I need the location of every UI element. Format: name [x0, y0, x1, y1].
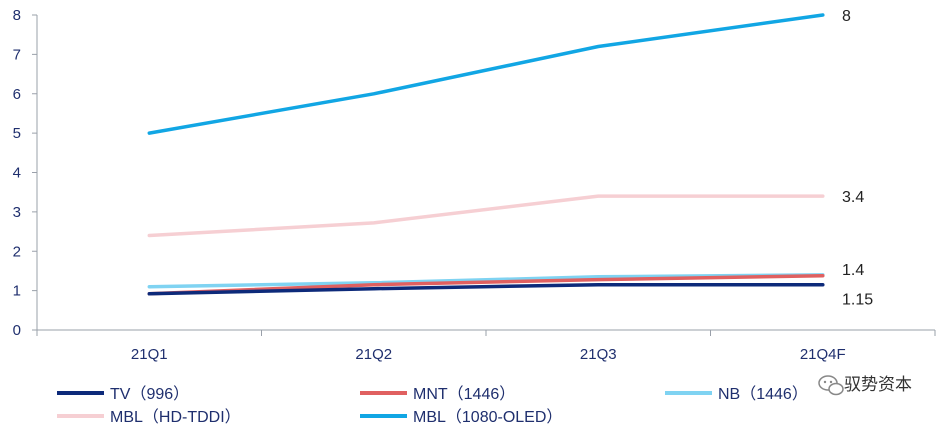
series-line [147, 13, 825, 135]
data-label: 1.15 [842, 292, 873, 309]
x-tick-label: 21Q4F [800, 346, 846, 363]
y-tick-label: 7 [13, 46, 21, 63]
axes: 0 1 2 3 4 5 6 7 8 21Q1 21Q2 21Q3 21Q4F [13, 7, 936, 363]
series-line [147, 282, 825, 296]
legend: TV（996） MNT（1446） NB（1446） MBL（HD-TDDI） MBL（… [57, 385, 808, 426]
series-layer [147, 13, 825, 296]
y-tick-label: 2 [13, 243, 21, 260]
y-tick-label: 3 [13, 204, 21, 221]
y-tick-label: 8 [13, 7, 21, 24]
y-tick-label: 0 [13, 322, 21, 339]
legend-label: TV（996） [110, 385, 189, 403]
legend-label: MBL（HD-TDDI） [110, 408, 241, 426]
series-line [147, 273, 825, 296]
x-tick-label: 21Q2 [355, 346, 392, 363]
x-tick-label: 21Q1 [131, 346, 168, 363]
series-line [147, 273, 825, 289]
wechat-bubble-icon [818, 375, 844, 396]
y-tick-label: 6 [13, 86, 21, 103]
x-tick-label: 21Q3 [580, 346, 617, 363]
legend-label: MBL（1080-OLED） [413, 408, 562, 426]
data-label: 1.4 [842, 262, 864, 279]
y-tick-label: 1 [13, 283, 21, 300]
data-label: 3.4 [842, 189, 864, 206]
watermark-text: 驭势资本 [844, 375, 912, 395]
series-line [147, 194, 825, 238]
y-tick-label: 5 [13, 125, 21, 142]
watermark: 驭势资本 [818, 375, 912, 396]
legend-label: NB（1446） [718, 385, 808, 403]
end-labels: 1.15 1.4 3.4 8 [842, 8, 873, 309]
legend-label: MNT（1446） [413, 385, 515, 403]
y-tick-label: 4 [13, 165, 21, 182]
data-label: 8 [842, 8, 851, 25]
